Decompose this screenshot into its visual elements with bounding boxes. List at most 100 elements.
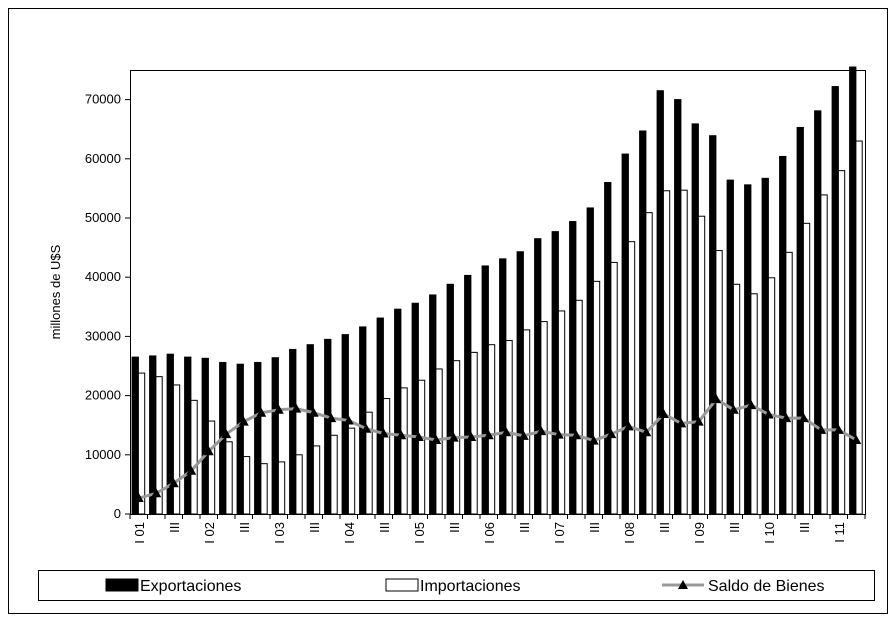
bar-exportaciones: [709, 135, 717, 515]
bar-exportaciones: [149, 355, 157, 515]
x-tick-label: I 10: [762, 522, 777, 544]
bar-exportaciones: [376, 317, 384, 515]
line-marker: [571, 430, 582, 440]
line-marker: [151, 488, 162, 498]
legend-label-importaciones: Importaciones: [420, 578, 521, 595]
line-marker: [466, 432, 477, 442]
line-marker: [833, 424, 844, 434]
bar-exportaciones: [621, 153, 629, 515]
bar-exportaciones: [569, 221, 577, 515]
line-marker: [798, 413, 809, 423]
line-marker: [343, 415, 354, 425]
x-tick-label: III: [797, 522, 812, 533]
chart-frame: millones de U$S 0 10000 20000 30000 40000 500…: [8, 8, 888, 614]
bar-importaciones: [277, 461, 286, 515]
line-marker: [186, 465, 197, 475]
line-marker: [641, 427, 652, 437]
line-marker: [536, 426, 547, 436]
bar-exportaciones: [534, 238, 542, 515]
legend-label-saldo-de-bienes: Saldo de Bienes: [708, 578, 825, 595]
bar-exportaciones: [411, 302, 419, 515]
line-marker: [291, 403, 302, 413]
line-marker: [763, 409, 774, 419]
line-marker: [256, 407, 267, 417]
bar-exportaciones: [166, 353, 174, 515]
x-tick-label: III: [587, 522, 602, 533]
line-marker: [326, 413, 337, 423]
bar-exportaciones: [499, 258, 507, 515]
x-tick-label: I 09: [692, 522, 707, 544]
line-marker: [728, 404, 739, 414]
bar-importaciones: [680, 189, 688, 515]
bar-exportaciones: [779, 155, 787, 515]
line-marker: [553, 429, 564, 439]
bar-exportaciones: [446, 283, 454, 515]
y-tick-label: 60000: [85, 151, 121, 166]
legend-swatch-importaciones: [385, 578, 419, 592]
bar-importaciones: [505, 340, 513, 515]
bar-importaciones: [400, 387, 408, 515]
legend: Exportaciones Importaciones Saldo de Biene…: [38, 570, 875, 601]
bar-importaciones: [732, 283, 741, 515]
x-tick-label: III: [447, 522, 462, 533]
line-marker: [676, 418, 687, 428]
bar-exportaciones: [551, 231, 559, 515]
legend-box: [38, 570, 875, 601]
line-marker: [448, 432, 459, 442]
bar-exportaciones: [831, 86, 839, 515]
y-tick-label: 50000: [85, 210, 121, 225]
x-tick-label: I 08: [622, 522, 637, 544]
line-marker: [588, 435, 599, 445]
plot-area: 0 10000 20000 30000 40000 50000 60000 70000 I 01…: [85, 66, 866, 544]
legend-label-exportaciones: Exportaciones: [140, 578, 241, 595]
line-marker: [221, 429, 232, 439]
bar-importaciones: [785, 251, 793, 515]
bar-exportaciones: [254, 361, 262, 515]
y-tick-label: 20000: [85, 388, 121, 403]
bar-exportaciones: [674, 99, 682, 515]
line-marker: [693, 416, 704, 426]
y-tick-label: 30000: [85, 328, 121, 343]
line-marker: [816, 424, 827, 434]
line-marker: [623, 421, 634, 431]
bar-importaciones: [382, 398, 391, 515]
bar-importaciones: [592, 280, 601, 515]
line-marker: [431, 435, 442, 444]
line-marker: [483, 430, 494, 440]
line-marker: [606, 429, 617, 439]
bar-importaciones: [225, 441, 233, 515]
bar-exportaciones: [464, 274, 472, 515]
bar-exportaciones: [639, 130, 647, 515]
bar-importaciones: [330, 434, 338, 515]
x-tick-label: III: [237, 522, 252, 533]
bar-exportaciones: [586, 207, 594, 515]
bar-importaciones: [820, 194, 828, 515]
bar-importaciones: [802, 222, 811, 515]
bar-exportaciones: [744, 184, 752, 515]
bar-exportaciones: [184, 356, 192, 515]
bar-importaciones: [557, 310, 566, 515]
line-marker: [308, 407, 319, 417]
bar-importaciones: [137, 372, 146, 515]
bar-exportaciones: [849, 66, 857, 515]
line-marker: [746, 400, 757, 410]
x-tick-label: III: [377, 522, 392, 533]
bar-exportaciones: [691, 123, 699, 515]
bar-exportaciones: [236, 363, 244, 515]
line-marker: [711, 394, 722, 404]
bar-importaciones: [487, 344, 496, 515]
bar-importaciones: [312, 445, 321, 515]
bar-exportaciones: [429, 294, 437, 515]
bar-exportaciones: [271, 357, 279, 515]
bar-importaciones: [645, 212, 653, 515]
chart: millones de U$S 0 10000 20000 30000 40000 500…: [8, 8, 888, 614]
bar-importaciones: [662, 190, 671, 515]
bar-exportaciones: [481, 265, 489, 515]
bar-exportaciones: [324, 338, 332, 515]
line-marker: [133, 493, 144, 503]
bar-importaciones: [260, 463, 268, 515]
x-tick-label: I 02: [202, 522, 217, 544]
y-tick-label: 0: [114, 506, 121, 521]
bar-importaciones: [697, 215, 706, 515]
line-marker: [501, 427, 512, 437]
